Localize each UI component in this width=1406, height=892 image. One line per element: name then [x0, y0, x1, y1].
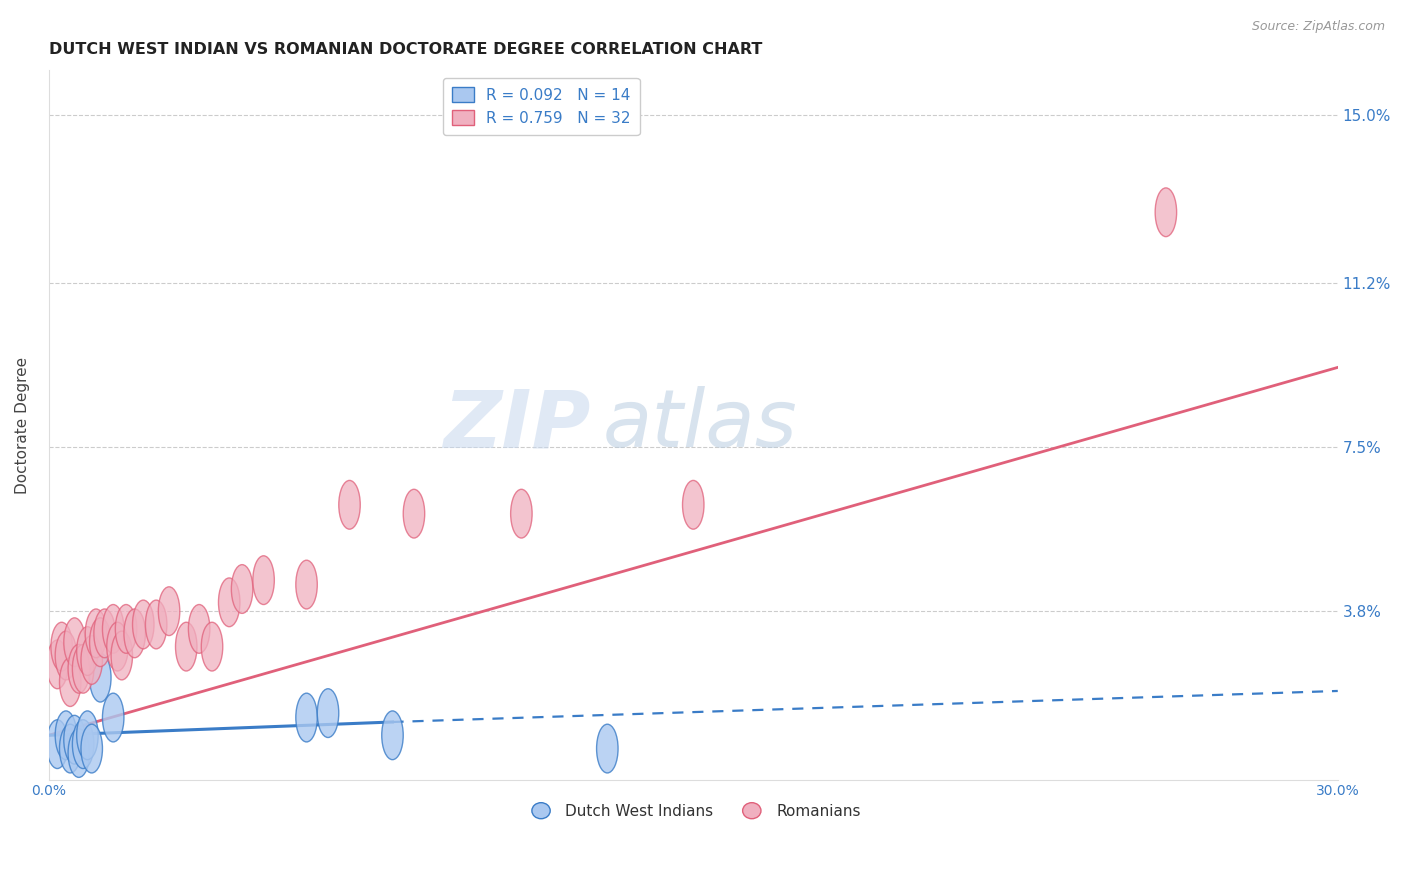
Text: atlas: atlas	[603, 386, 797, 464]
Ellipse shape	[382, 711, 404, 760]
Ellipse shape	[596, 724, 619, 773]
Ellipse shape	[94, 609, 115, 657]
Ellipse shape	[59, 724, 82, 773]
Legend: Dutch West Indians, Romanians: Dutch West Indians, Romanians	[520, 798, 868, 825]
Ellipse shape	[72, 644, 94, 693]
Ellipse shape	[115, 605, 136, 653]
Text: Source: ZipAtlas.com: Source: ZipAtlas.com	[1251, 20, 1385, 33]
Ellipse shape	[339, 481, 360, 529]
Ellipse shape	[132, 600, 155, 648]
Ellipse shape	[55, 711, 77, 760]
Ellipse shape	[510, 490, 531, 538]
Ellipse shape	[124, 609, 145, 657]
Ellipse shape	[159, 587, 180, 636]
Ellipse shape	[111, 632, 132, 680]
Ellipse shape	[176, 623, 197, 671]
Ellipse shape	[1156, 188, 1177, 236]
Ellipse shape	[103, 693, 124, 742]
Ellipse shape	[63, 715, 86, 764]
Ellipse shape	[90, 618, 111, 666]
Ellipse shape	[682, 481, 704, 529]
Ellipse shape	[82, 636, 103, 684]
Ellipse shape	[55, 632, 77, 680]
Ellipse shape	[67, 644, 90, 693]
Y-axis label: Doctorate Degree: Doctorate Degree	[15, 357, 30, 493]
Ellipse shape	[253, 556, 274, 605]
Ellipse shape	[63, 618, 86, 666]
Ellipse shape	[77, 627, 98, 675]
Ellipse shape	[201, 623, 222, 671]
Ellipse shape	[145, 600, 167, 648]
Ellipse shape	[295, 560, 318, 609]
Ellipse shape	[51, 623, 72, 671]
Ellipse shape	[77, 711, 98, 760]
Ellipse shape	[404, 490, 425, 538]
Ellipse shape	[107, 623, 128, 671]
Ellipse shape	[59, 657, 82, 706]
Ellipse shape	[318, 689, 339, 738]
Ellipse shape	[67, 729, 90, 778]
Ellipse shape	[232, 565, 253, 614]
Text: ZIP: ZIP	[443, 386, 591, 464]
Text: DUTCH WEST INDIAN VS ROMANIAN DOCTORATE DEGREE CORRELATION CHART: DUTCH WEST INDIAN VS ROMANIAN DOCTORATE …	[49, 42, 762, 57]
Ellipse shape	[103, 605, 124, 653]
Ellipse shape	[86, 609, 107, 657]
Ellipse shape	[82, 724, 103, 773]
Ellipse shape	[46, 640, 67, 689]
Ellipse shape	[295, 693, 318, 742]
Ellipse shape	[90, 653, 111, 702]
Ellipse shape	[46, 720, 67, 769]
Ellipse shape	[188, 605, 209, 653]
Ellipse shape	[218, 578, 240, 627]
Ellipse shape	[72, 720, 94, 769]
